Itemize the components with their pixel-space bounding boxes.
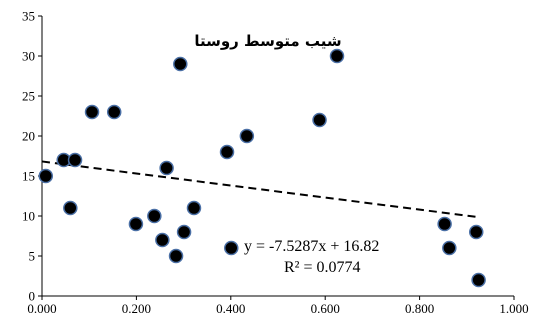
data-point	[224, 240, 239, 256]
data-point	[239, 128, 255, 144]
y-tick-label: 25	[22, 89, 35, 104]
data-points	[38, 48, 486, 288]
x-tick-label: 0.000	[27, 301, 56, 316]
axes	[38, 15, 515, 300]
data-point	[471, 272, 486, 288]
trendline-path	[41, 160, 479, 219]
chart-title: شیب متوسط روستا	[194, 32, 341, 50]
y-tick-label: 30	[22, 49, 35, 64]
data-point	[159, 160, 174, 176]
data-point	[106, 104, 122, 120]
data-point	[155, 232, 170, 248]
data-point	[219, 144, 235, 160]
trendline-r2: R² = 0.0774	[284, 259, 361, 276]
x-tick-label: 0.600	[311, 301, 340, 316]
y-tick-label: 0	[29, 289, 36, 304]
y-tick-label: 20	[22, 129, 35, 144]
y-tick-label: 10	[22, 209, 35, 224]
data-point	[312, 112, 327, 128]
data-point	[67, 152, 83, 168]
trendline	[41, 160, 479, 219]
data-point	[128, 216, 144, 232]
x-tick-label: 0.800	[405, 301, 434, 316]
data-point	[173, 56, 188, 72]
tick-labels: 0 5 10 15 20 25 30 35 0.000 0.200 0.400 0.600 0.800 1…	[22, 9, 529, 317]
y-tick-label: 35	[22, 9, 35, 24]
data-point	[468, 224, 484, 240]
data-point	[437, 216, 452, 232]
x-tick-label: 0.200	[122, 301, 151, 316]
data-point	[38, 168, 54, 184]
data-point	[63, 200, 78, 216]
data-point	[147, 208, 162, 224]
trendline-equation: y = -7.5287x + 16.82	[244, 238, 379, 255]
data-point	[84, 104, 100, 120]
data-point	[176, 224, 192, 240]
data-point	[186, 200, 202, 216]
y-tick-label: 5	[29, 249, 36, 264]
data-point	[442, 240, 457, 256]
data-point	[168, 248, 184, 264]
x-tick-label: 1.000	[499, 301, 528, 316]
y-tick-label: 15	[22, 169, 35, 184]
data-point	[329, 48, 345, 64]
x-tick-label: 0.400	[216, 301, 245, 316]
